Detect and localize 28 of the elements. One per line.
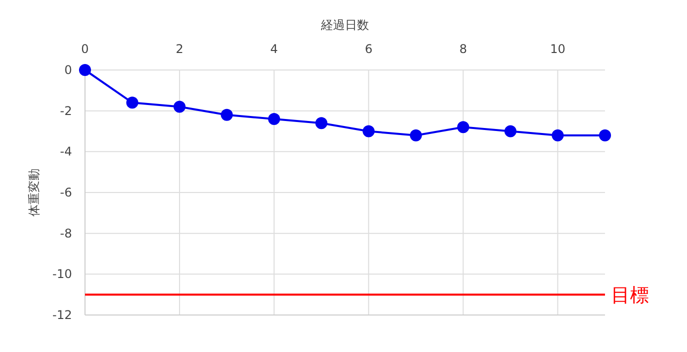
y-tick-label: -12 [52, 308, 72, 322]
point [504, 125, 516, 138]
point [410, 129, 422, 142]
y-tick-label: -8 [60, 226, 72, 240]
x-tick-label: 8 [459, 42, 467, 56]
ref-line-label: 目標 [611, 284, 649, 307]
point [599, 129, 611, 142]
y-tick-label: -2 [60, 104, 72, 118]
point [552, 129, 564, 142]
x-tick-label: 2 [176, 42, 184, 56]
point [174, 100, 186, 113]
x-tick-label: 0 [81, 42, 89, 56]
x-axis-title: 経過日数 [320, 18, 369, 32]
point [79, 64, 91, 76]
x-tick-label: 10 [550, 42, 566, 56]
x-tick-label: 6 [364, 42, 372, 56]
point [362, 125, 375, 138]
point [315, 117, 328, 130]
x-tick-label: 4 [270, 42, 278, 56]
y-tick-label: 0 [64, 63, 72, 77]
point [220, 108, 233, 121]
point [457, 121, 470, 134]
y-tick-label: -6 [60, 186, 72, 200]
point [268, 113, 280, 125]
point [126, 96, 138, 109]
y-tick-label: -4 [60, 144, 72, 159]
y-tick-label: -10 [52, 267, 72, 282]
y-axis-title: 体重変動 [27, 168, 41, 216]
